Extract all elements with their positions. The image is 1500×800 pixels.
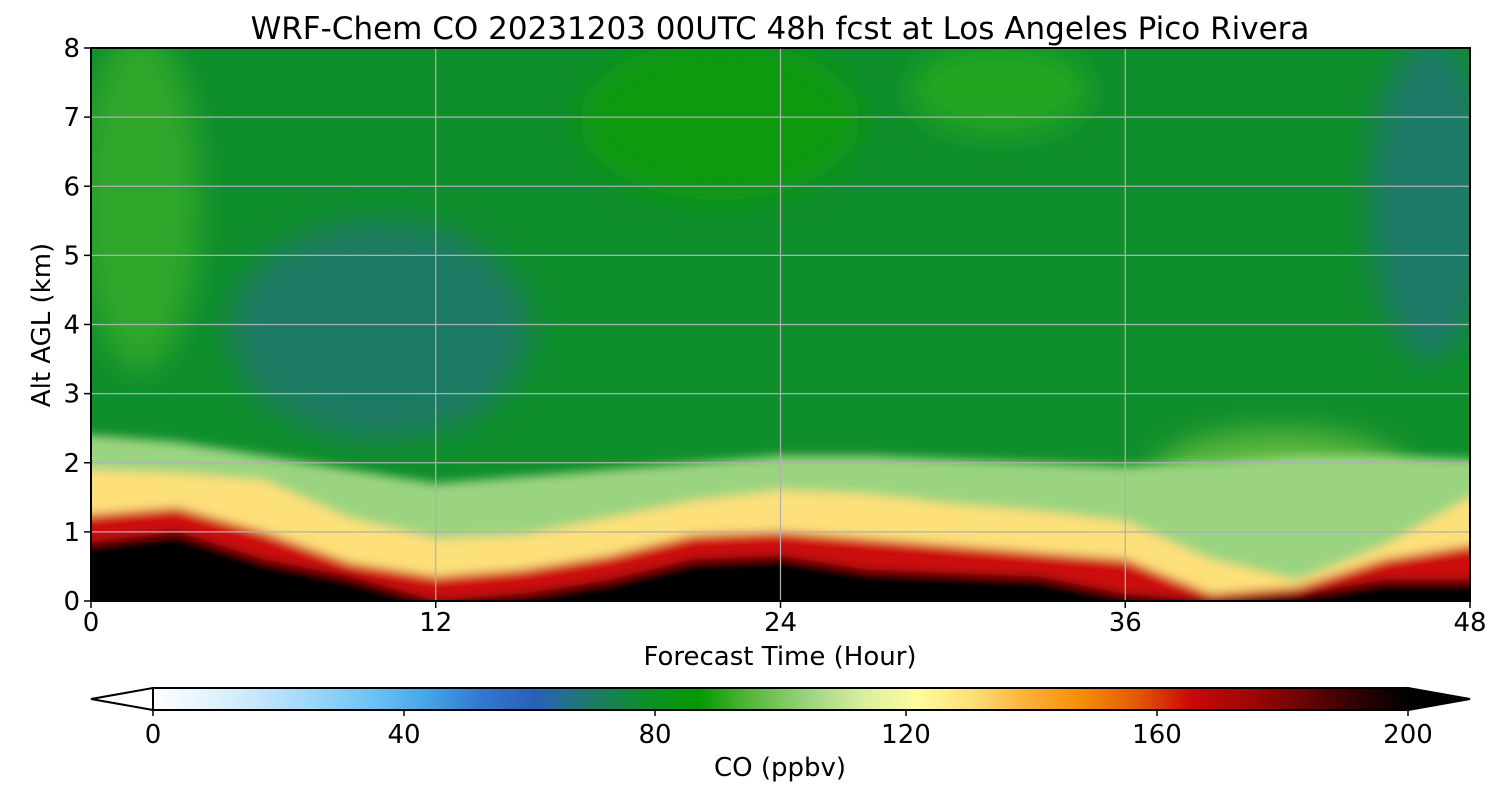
colorbar-tick-label: 40 (387, 720, 420, 750)
x-axis-ticks: 0 12 24 36 48 (83, 601, 1487, 638)
y-axis-label: Alt AGL (km) (27, 243, 57, 407)
colorbar: 0 40 80 120 160 200 CO (ppbv) (90, 686, 1471, 783)
upper-air-patch-3 (580, 48, 860, 200)
colorbar-tick-label: 160 (1132, 720, 1182, 750)
y-tick-label: 3 (63, 380, 80, 410)
chart-title: WRF-Chem CO 20231203 00UTC 48h fcst at L… (251, 11, 1310, 47)
upper-air-patch-5 (1370, 48, 1470, 360)
x-tick-label: 0 (83, 608, 100, 638)
y-tick-label: 8 (63, 34, 80, 64)
y-tick-label: 2 (63, 449, 80, 479)
x-tick-label: 36 (1109, 608, 1142, 638)
colorbar-ticks: 0 40 80 120 160 200 (145, 710, 1433, 750)
colorbar-tick-label: 80 (638, 720, 671, 750)
colorbar-tick-label: 200 (1383, 720, 1433, 750)
y-tick-label: 0 (63, 587, 80, 617)
colorbar-tick-label: 120 (881, 720, 931, 750)
colorbar-min-extend (90, 686, 154, 712)
y-tick-label: 4 (63, 311, 80, 341)
upper-air-patch-2 (230, 220, 530, 440)
upper-air-patch-4 (910, 48, 1090, 135)
y-tick-label: 5 (63, 241, 80, 271)
colorbar-label: CO (ppbv) (714, 753, 846, 783)
x-tick-label: 48 (1453, 608, 1486, 638)
x-axis-label: Forecast Time (Hour) (643, 642, 916, 672)
y-tick-label: 6 (63, 172, 80, 202)
x-tick-label: 24 (764, 608, 797, 638)
y-axis-ticks: 0 1 2 3 4 5 6 7 8 (63, 34, 91, 617)
y-tick-label: 1 (63, 518, 80, 548)
colorbar-body (152, 687, 1409, 711)
upper-air-patch-1 (91, 48, 200, 370)
y-tick-label: 7 (63, 103, 80, 133)
colorbar-max-extend (1407, 686, 1471, 712)
x-tick-label: 12 (419, 608, 452, 638)
colorbar-tick-label: 0 (145, 720, 162, 750)
